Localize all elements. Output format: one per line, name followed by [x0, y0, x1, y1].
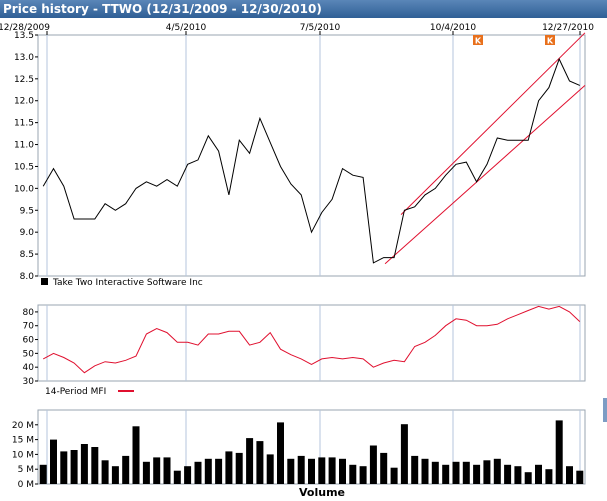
x-tick-label: 12/28/2009	[0, 23, 50, 33]
volume-bar	[369, 445, 377, 484]
volume-ytick-label: 10 M	[12, 450, 34, 460]
mfi-legend-label: 14-Period MFI	[45, 387, 106, 397]
channel-lower-line	[384, 85, 586, 265]
volume-bar	[400, 424, 408, 484]
volume-bar	[380, 452, 388, 484]
volume-bar	[462, 461, 470, 484]
mfi-frame	[37, 304, 586, 382]
volume-bar	[555, 420, 563, 484]
volume-bar	[194, 461, 202, 484]
volume-bar	[277, 422, 284, 484]
volume-bar	[111, 466, 119, 484]
volume-bar	[535, 464, 542, 484]
mfi-ytick-label: 80	[23, 308, 35, 318]
price-legend-swatch	[41, 278, 48, 285]
volume-bar	[411, 455, 419, 484]
channel-upper-line	[400, 32, 586, 216]
price-ytick-label: 12.5	[14, 75, 34, 85]
volume-bar	[339, 458, 346, 484]
volume-bar	[70, 450, 78, 484]
volume-ytick-label: 0 M	[18, 480, 34, 490]
volume-bar	[132, 426, 140, 484]
volume-bar	[246, 438, 254, 484]
volume-bar	[173, 470, 181, 484]
volume-bar	[390, 467, 398, 484]
volume-bar	[328, 457, 336, 484]
volume-bar	[308, 458, 315, 484]
volume-bar	[504, 464, 512, 484]
volume-bar	[215, 458, 223, 484]
volume-bar	[566, 466, 573, 484]
mfi-series-line	[42, 305, 581, 374]
volume-bar	[524, 472, 532, 484]
volume-bar	[483, 460, 491, 484]
volume-bar	[142, 461, 150, 484]
event-marker	[545, 35, 555, 45]
mfi-ytick-label: 30	[23, 377, 35, 387]
volume-bar	[50, 439, 57, 484]
x-tick-label: 10/4/2010	[430, 23, 476, 33]
price-frame	[37, 34, 586, 277]
volume-bar	[493, 458, 501, 484]
mfi-ytick-label: 50	[23, 349, 35, 359]
mfi-ytick-label: 70	[23, 322, 35, 332]
mfi-ytick-label: 60	[23, 336, 35, 346]
volume-bar	[514, 466, 522, 484]
price-ytick-label: 10.5	[14, 162, 34, 172]
volume-bar	[431, 461, 439, 484]
volume-bar	[39, 464, 47, 484]
volume-ytick-label: 5 M	[18, 465, 34, 475]
volume-bar	[80, 444, 88, 484]
volume-bar	[122, 455, 130, 484]
price-ytick-label: 8.5	[20, 250, 34, 260]
volume-bar	[225, 451, 233, 484]
volume-bar	[576, 470, 584, 484]
volume-bar	[163, 457, 171, 484]
price-ytick-label: 13.0	[14, 53, 34, 63]
x-tick-label: 4/5/2010	[166, 23, 207, 33]
volume-bar	[91, 447, 99, 484]
volume-bar	[349, 464, 357, 484]
volume-bar	[287, 458, 295, 484]
x-tick-label: 12/27/2010	[542, 23, 594, 33]
event-marker-label: K	[547, 37, 554, 46]
volume-ytick-label: 15 M	[12, 436, 34, 446]
price-ytick-label: 11.0	[14, 141, 34, 151]
price-series-line	[42, 57, 580, 264]
volume-bar	[256, 441, 264, 484]
event-marker	[473, 35, 483, 45]
volume-bar	[266, 454, 274, 484]
window-title: Price history - TTWO (12/31/2009 - 12/30…	[0, 0, 607, 18]
volume-bar	[359, 466, 367, 484]
price-ytick-label: 12.0	[14, 97, 34, 107]
event-marker-label: K	[475, 37, 482, 46]
volume-bar	[473, 464, 481, 484]
price-ytick-label: 13.5	[14, 31, 34, 41]
volume-bar	[184, 466, 192, 484]
volume-bar	[421, 458, 429, 484]
price-ytick-label: 9.0	[20, 228, 35, 238]
volume-ytick-label: 20 M	[12, 421, 34, 431]
volume-bar	[204, 458, 212, 484]
volume-bar	[545, 469, 553, 484]
volume-bar	[297, 455, 305, 484]
price-ytick-label: 9.5	[20, 206, 34, 216]
price-ytick-label: 10.0	[14, 184, 34, 194]
volume-bar	[235, 452, 243, 484]
volume-bar	[318, 457, 326, 484]
volume-axis-label: Volume	[299, 486, 345, 499]
mfi-ytick-label: 40	[23, 363, 35, 373]
scroll-edge	[603, 398, 607, 422]
x-tick-label: 7/5/2010	[300, 23, 341, 33]
volume-bar	[153, 457, 161, 484]
volume-bar	[60, 451, 68, 484]
volume-bar	[452, 461, 460, 484]
price-ytick-label: 11.5	[14, 119, 34, 129]
price-legend-label: Take Two Interactive Software Inc	[52, 278, 203, 288]
price-ytick-label: 8.0	[20, 272, 35, 282]
volume-bar	[442, 464, 450, 484]
volume-bar	[101, 460, 109, 484]
